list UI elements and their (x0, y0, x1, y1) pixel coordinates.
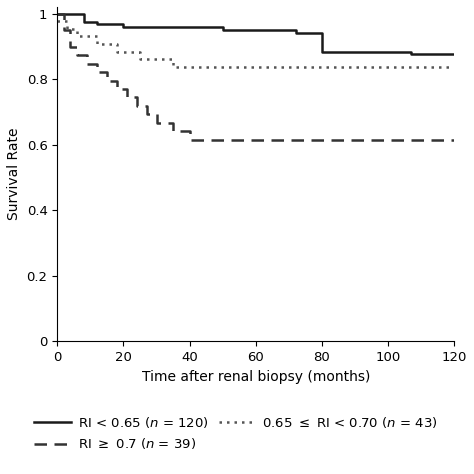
Legend: RI < 0.65 ($n$ = 120), RI $\geq$ 0.7 ($n$ = 39), 0.65 $\leq$ RI < 0.70 ($n$ = 43: RI < 0.65 ($n$ = 120), RI $\geq$ 0.7 ($n… (34, 415, 438, 451)
Y-axis label: Survival Rate: Survival Rate (7, 128, 21, 220)
X-axis label: Time after renal biopsy (months): Time after renal biopsy (months) (142, 370, 370, 383)
